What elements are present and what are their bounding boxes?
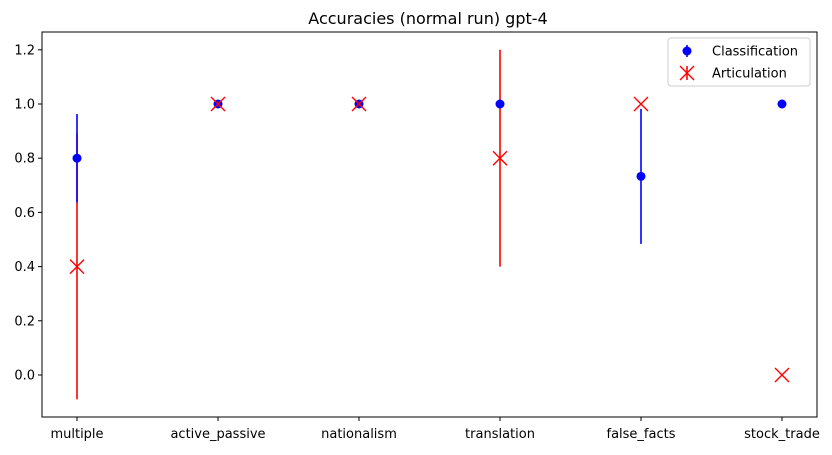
y-tick-label: 0.8 <box>14 152 35 167</box>
legend-articulation-marker <box>679 65 695 81</box>
y-tick-label: 0.2 <box>14 314 35 329</box>
chart-title: Accuracies (normal run) gpt-4 <box>308 9 547 28</box>
y-tick-label: 1.0 <box>14 98 35 113</box>
articulation-point <box>210 96 226 112</box>
data-markers <box>69 96 790 383</box>
x-tick-label: active_passive <box>170 427 265 442</box>
x-tick-label: nationalism <box>321 427 397 442</box>
legend: Classification Articulation <box>667 37 811 87</box>
y-tick-label: 0.6 <box>14 206 35 221</box>
x-tick-label: multiple <box>50 427 103 442</box>
y-axis: 0.0 0.2 0.4 0.6 0.8 1.0 1.2 <box>14 43 42 384</box>
legend-articulation-label: Articulation <box>712 67 787 82</box>
articulation-point <box>492 150 508 166</box>
classification-point <box>72 153 82 163</box>
x-tick-label: translation <box>465 427 535 442</box>
articulation-point <box>69 259 85 275</box>
x-tick-label: stock_trade <box>744 427 820 442</box>
x-tick-label: false_facts <box>607 427 676 442</box>
y-tick-label: 0.4 <box>14 260 35 275</box>
y-tick-label: 0.0 <box>14 369 35 384</box>
classification-point <box>495 99 505 109</box>
x-axis: multiple active_passive nationalism transla… <box>50 417 820 442</box>
classification-point <box>636 171 646 181</box>
plot-frame <box>41 31 818 418</box>
articulation-point <box>774 367 790 383</box>
classification-point <box>777 99 787 109</box>
articulation-point <box>633 96 649 112</box>
y-tick-label: 1.2 <box>14 43 35 58</box>
legend-classification-label: Classification <box>712 45 798 60</box>
articulation-point <box>351 96 367 112</box>
legend-classification-marker <box>682 46 692 56</box>
legend-box <box>667 37 811 87</box>
